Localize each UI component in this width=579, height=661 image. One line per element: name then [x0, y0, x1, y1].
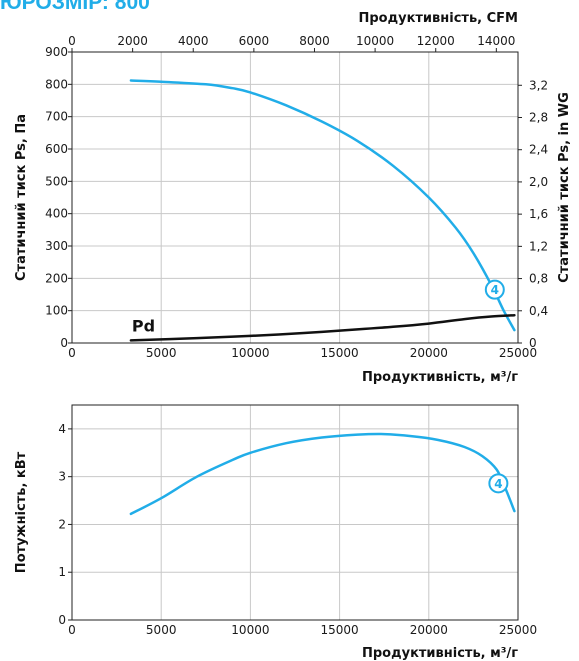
y-tick-label: 0: [58, 613, 66, 627]
y-tick-label: 900: [45, 45, 68, 59]
y-tick-label: 200: [45, 271, 68, 285]
x-axis-title: Продуктивність, м³/г: [362, 370, 518, 385]
plot-frame: [71, 51, 519, 344]
pd-label: Pd: [132, 316, 155, 335]
y-tick-label: 100: [45, 304, 68, 318]
top-tick-label: 12000: [417, 34, 455, 48]
top-tick-label: 0: [68, 34, 76, 48]
right-tick-label: 1,2: [529, 239, 548, 253]
x-tick-label: 5000: [146, 623, 177, 637]
y-tick-label: 2: [58, 517, 66, 531]
x-tick-label: 15000: [321, 623, 359, 637]
y-axis-title: Статичний тиск Ps, Па: [14, 114, 29, 281]
top-tick-label: 8000: [299, 34, 330, 48]
x-tick-label: 10000: [231, 346, 269, 360]
right-tick-label: 0,4: [529, 304, 548, 318]
y-tick-label: 700: [45, 110, 68, 124]
curve-marker-label: 4: [491, 283, 499, 297]
right-tick-label: 2,0: [529, 175, 548, 189]
plot-frame: [71, 404, 519, 621]
right-tick-label: 2,8: [529, 110, 548, 124]
x-tick-label: 5000: [146, 346, 177, 360]
x-tick-label: 15000: [321, 346, 359, 360]
x-tick-label: 0: [68, 623, 76, 637]
y-tick-label: 400: [45, 207, 68, 221]
right-tick-label: 0: [529, 336, 537, 350]
x-tick-label: 25000: [499, 623, 537, 637]
y-tick-label: 0: [60, 336, 68, 350]
power-curve: [129, 432, 516, 516]
y-tick-label: 300: [45, 239, 68, 253]
right-tick-label: 1,6: [529, 207, 548, 221]
x-tick-label: 25000: [499, 346, 537, 360]
y-tick-label: 600: [45, 142, 68, 156]
x-axis-title: Продуктивність, м³/г: [362, 646, 518, 661]
y-tick-label: 4: [58, 422, 66, 436]
curve-marker-label: 4: [494, 477, 502, 491]
top-tick-label: 10000: [356, 34, 394, 48]
curve-marker-circle: [488, 473, 509, 494]
y-tick-label: 3: [58, 470, 66, 484]
x-tick-label: 20000: [410, 346, 448, 360]
curve-marker-circle: [484, 279, 505, 300]
x-tick-label: 0: [68, 346, 76, 360]
y-tick-label: 1: [58, 565, 66, 579]
x-tick-label: 10000: [231, 623, 269, 637]
y-tick-label: 800: [45, 77, 68, 91]
y-tick-label: 500: [45, 174, 68, 188]
top-tick-label: 14000: [477, 34, 515, 48]
right-tick-label: 2,4: [529, 143, 548, 157]
right-axis-title: Статичний тиск Ps, in WG: [557, 92, 572, 283]
top-tick-label: 6000: [239, 34, 270, 48]
right-tick-label: 3,2: [529, 78, 548, 92]
static-pressure-curve: [129, 79, 516, 332]
top-axis-title: Продуктивність, CFM: [358, 11, 518, 26]
top-tick-label: 4000: [178, 34, 209, 48]
top-tick-label: 2000: [117, 34, 148, 48]
right-tick-label: 0,8: [529, 272, 548, 286]
y-axis-title: Потужність, кВт: [14, 451, 29, 573]
pd-curve: [129, 313, 516, 342]
page-title: ЮРОЗМІР: 800: [0, 0, 150, 14]
x-tick-label: 20000: [410, 623, 448, 637]
